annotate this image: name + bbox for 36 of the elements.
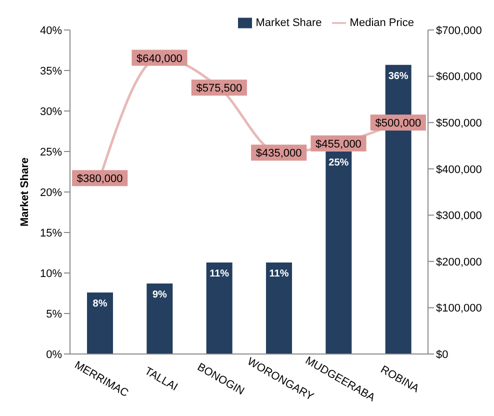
data-label: 11%	[269, 268, 289, 280]
bar	[146, 284, 173, 354]
bar	[87, 292, 113, 354]
bar	[266, 262, 292, 354]
data-label: 8%	[92, 298, 108, 310]
y-tick-label: 25%	[40, 146, 62, 158]
y2-tick-label: $700,000	[436, 24, 482, 37]
y2-tick-label: $100,000	[436, 302, 482, 315]
legend-label: Market Share	[256, 16, 322, 29]
y2-tick-label: $500,000	[436, 117, 482, 130]
y2-tick-label: $0	[436, 348, 448, 361]
data-label: 11%	[210, 268, 230, 280]
data-label: $380,000	[76, 173, 123, 186]
data-label: $575,500	[196, 82, 242, 95]
y-tick-label: 10%	[40, 268, 62, 280]
y-tick-label: 5%	[46, 308, 62, 320]
data-label: $455,000	[316, 138, 362, 150]
data-label: $500,000	[375, 118, 422, 130]
data-label: 9%	[152, 290, 167, 301]
y-tick-label: 35%	[40, 65, 62, 78]
y2-tick-label: $200,000	[436, 256, 482, 268]
y2-tick-label: $600,000	[436, 71, 482, 84]
y-tick-label: 0%	[46, 348, 62, 361]
data-label: $435,000	[256, 148, 302, 160]
y-tick-label: 15%	[40, 227, 62, 240]
y-axis-title: Market Share	[18, 157, 31, 227]
data-label: 25%	[328, 158, 349, 168]
y-tick-label: 40%	[40, 24, 62, 37]
legend-label: Median Price	[350, 16, 414, 29]
y-tick-label: 20%	[40, 186, 62, 199]
y-tick-label: 30%	[40, 106, 62, 118]
data-label: 36%	[388, 70, 408, 82]
data-label: $640,000	[136, 52, 182, 65]
y2-tick-label: $300,000	[436, 210, 482, 222]
y2-tick-label: $400,000	[436, 164, 482, 176]
bar	[206, 262, 232, 354]
